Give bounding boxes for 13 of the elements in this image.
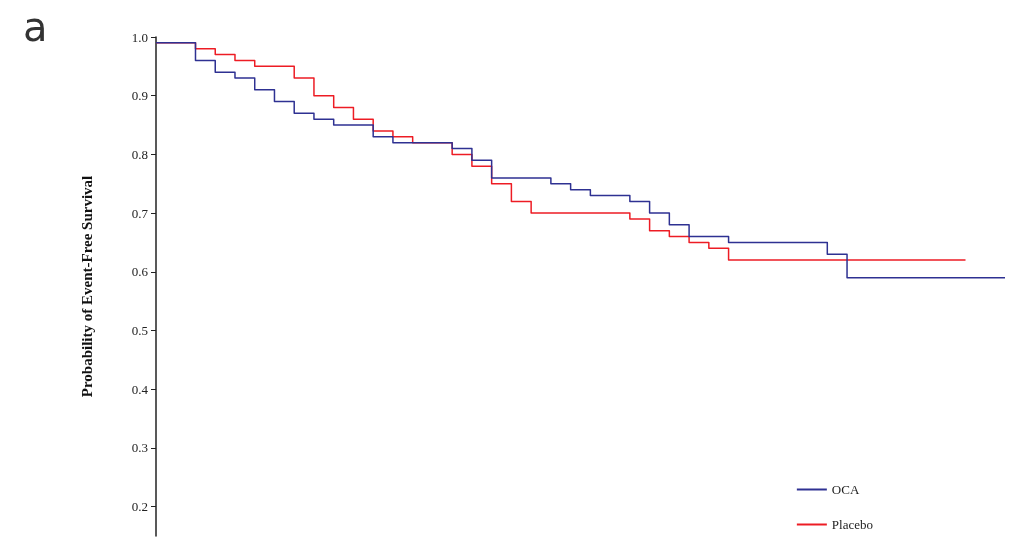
chart-title: a [23,4,48,50]
y-tick-label: 0.5 [131,323,148,339]
y-tick-label: 0.3 [131,440,148,456]
y-tick-label: 0.2 [131,499,148,515]
legend-label: OCA [831,482,860,497]
y-axis-title: Probability of Event-Free Survival [78,175,95,398]
y-tick-label: 0.7 [131,205,149,221]
legend-label: Placebo [831,517,873,532]
y-tick-label: 0.8 [131,146,148,162]
y-tick-label: 0.4 [131,381,149,397]
y-tick-label: 1.0 [131,29,148,45]
y-tick-label: 0.6 [131,264,149,280]
y-tick-label: 0.9 [131,88,148,104]
